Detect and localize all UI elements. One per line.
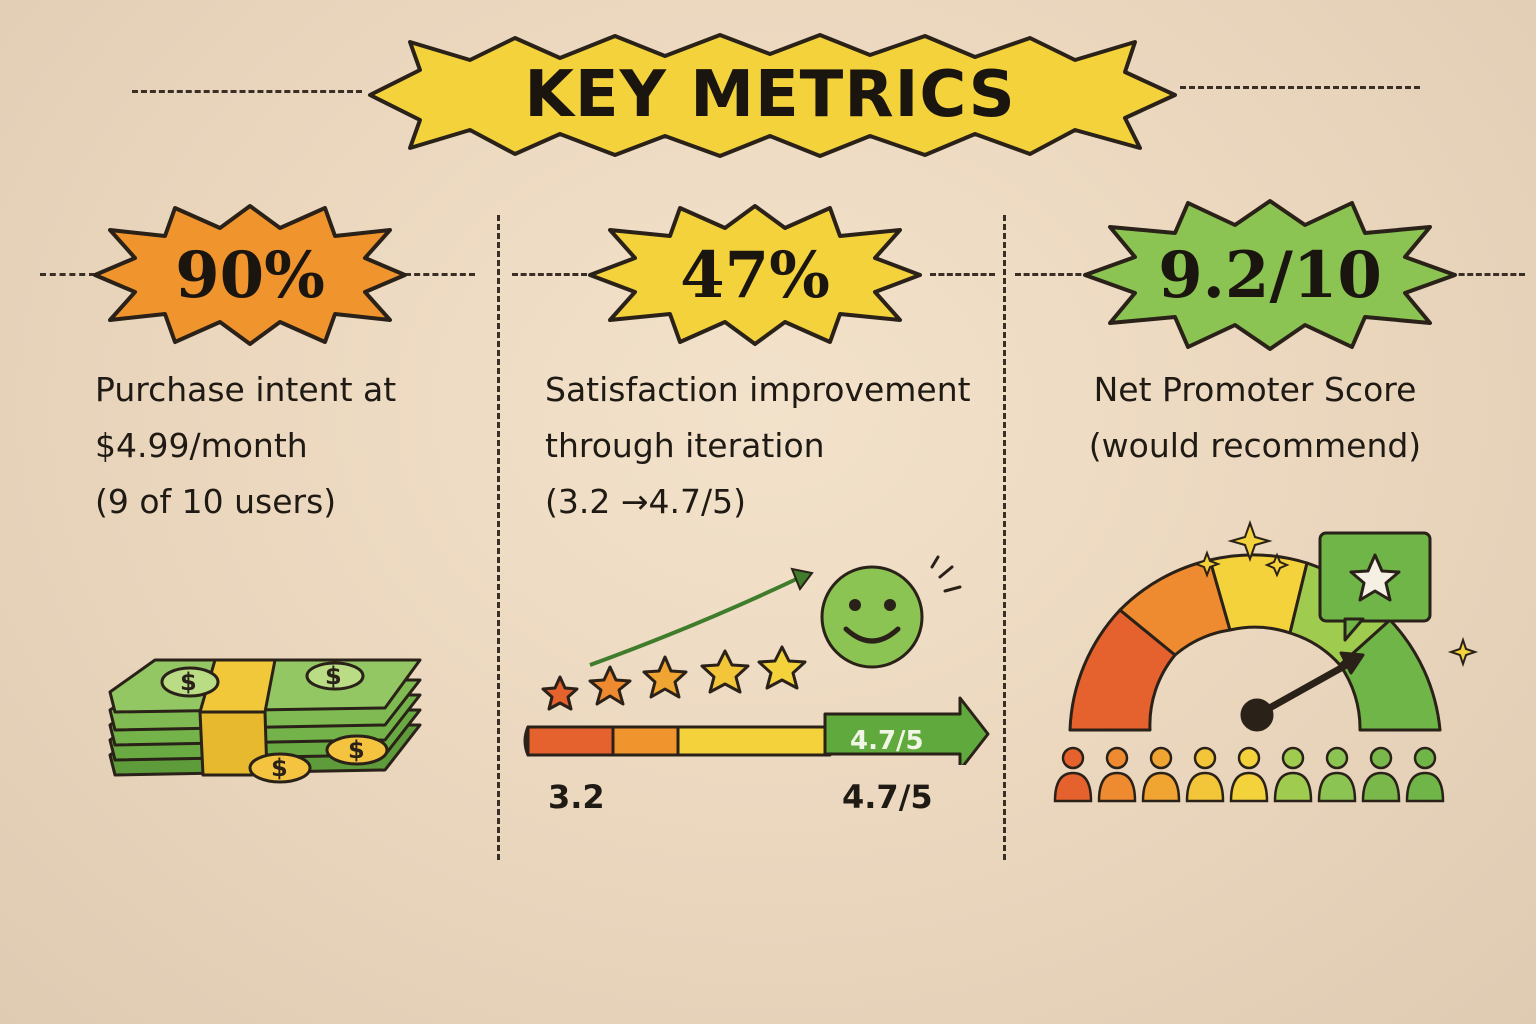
metric-1-description: Purchase intent at $4.99/month (9 of 10 … — [95, 362, 396, 530]
svg-text:$: $ — [325, 662, 342, 690]
title-badge: KEY METRICS — [350, 30, 1190, 160]
metric-1-line-3: (9 of 10 users) — [95, 482, 337, 521]
progress-start-label: 3.2 — [548, 778, 605, 816]
title-divider-left — [132, 90, 362, 93]
metric-2-rule-right — [930, 273, 995, 276]
progress-end-label: 4.7/5 — [842, 778, 933, 816]
metric-1-line-2: $4.99/month — [95, 426, 308, 465]
column-divider-2 — [1003, 215, 1006, 860]
metric-3-badge: 9.2/10 — [1070, 195, 1470, 355]
metric-3-description: Net Promoter Score (would recommend) — [1050, 362, 1460, 474]
metric-3-line-1: Net Promoter Score — [1093, 370, 1417, 409]
metric-1-value: 90% — [175, 237, 325, 313]
metric-3-rule-right — [1450, 273, 1525, 276]
progress-bar-badge: 4.7/5 — [850, 726, 924, 756]
page-title: KEY METRICS — [524, 58, 1016, 132]
user-icons-row — [1053, 746, 1445, 803]
metric-2-line-2: through iteration — [545, 426, 825, 465]
metric-2-rule-left — [512, 273, 587, 276]
metric-1-rule-right — [405, 273, 475, 276]
rating-progress-icon: 4.7/5 — [520, 555, 990, 772]
metric-1-line-1: Purchase intent at — [95, 370, 397, 409]
svg-text:$: $ — [271, 754, 288, 782]
metric-1-rule-left — [40, 273, 95, 276]
money-stack-icon: $ $ $ $ — [95, 630, 445, 800]
metric-3-value: 9.2/10 — [1158, 237, 1382, 313]
svg-text:$: $ — [180, 668, 197, 696]
metric-2-description: Satisfaction improvement through iterati… — [545, 362, 971, 530]
svg-text:$: $ — [348, 736, 365, 764]
metric-2-line-3: (3.2 →4.7/5) — [545, 482, 746, 521]
metric-2-line-1: Satisfaction improvement — [545, 370, 971, 409]
metric-2-value: 47% — [680, 237, 830, 313]
column-divider-1 — [497, 215, 500, 860]
metric-3-line-2: (would recommend) — [1088, 426, 1422, 465]
title-divider-right — [1180, 86, 1420, 89]
metric-2-badge: 47% — [575, 200, 935, 350]
metric-1-badge: 90% — [80, 200, 420, 350]
metric-3-rule-left — [1015, 273, 1090, 276]
gauge-icon — [1045, 515, 1485, 810]
